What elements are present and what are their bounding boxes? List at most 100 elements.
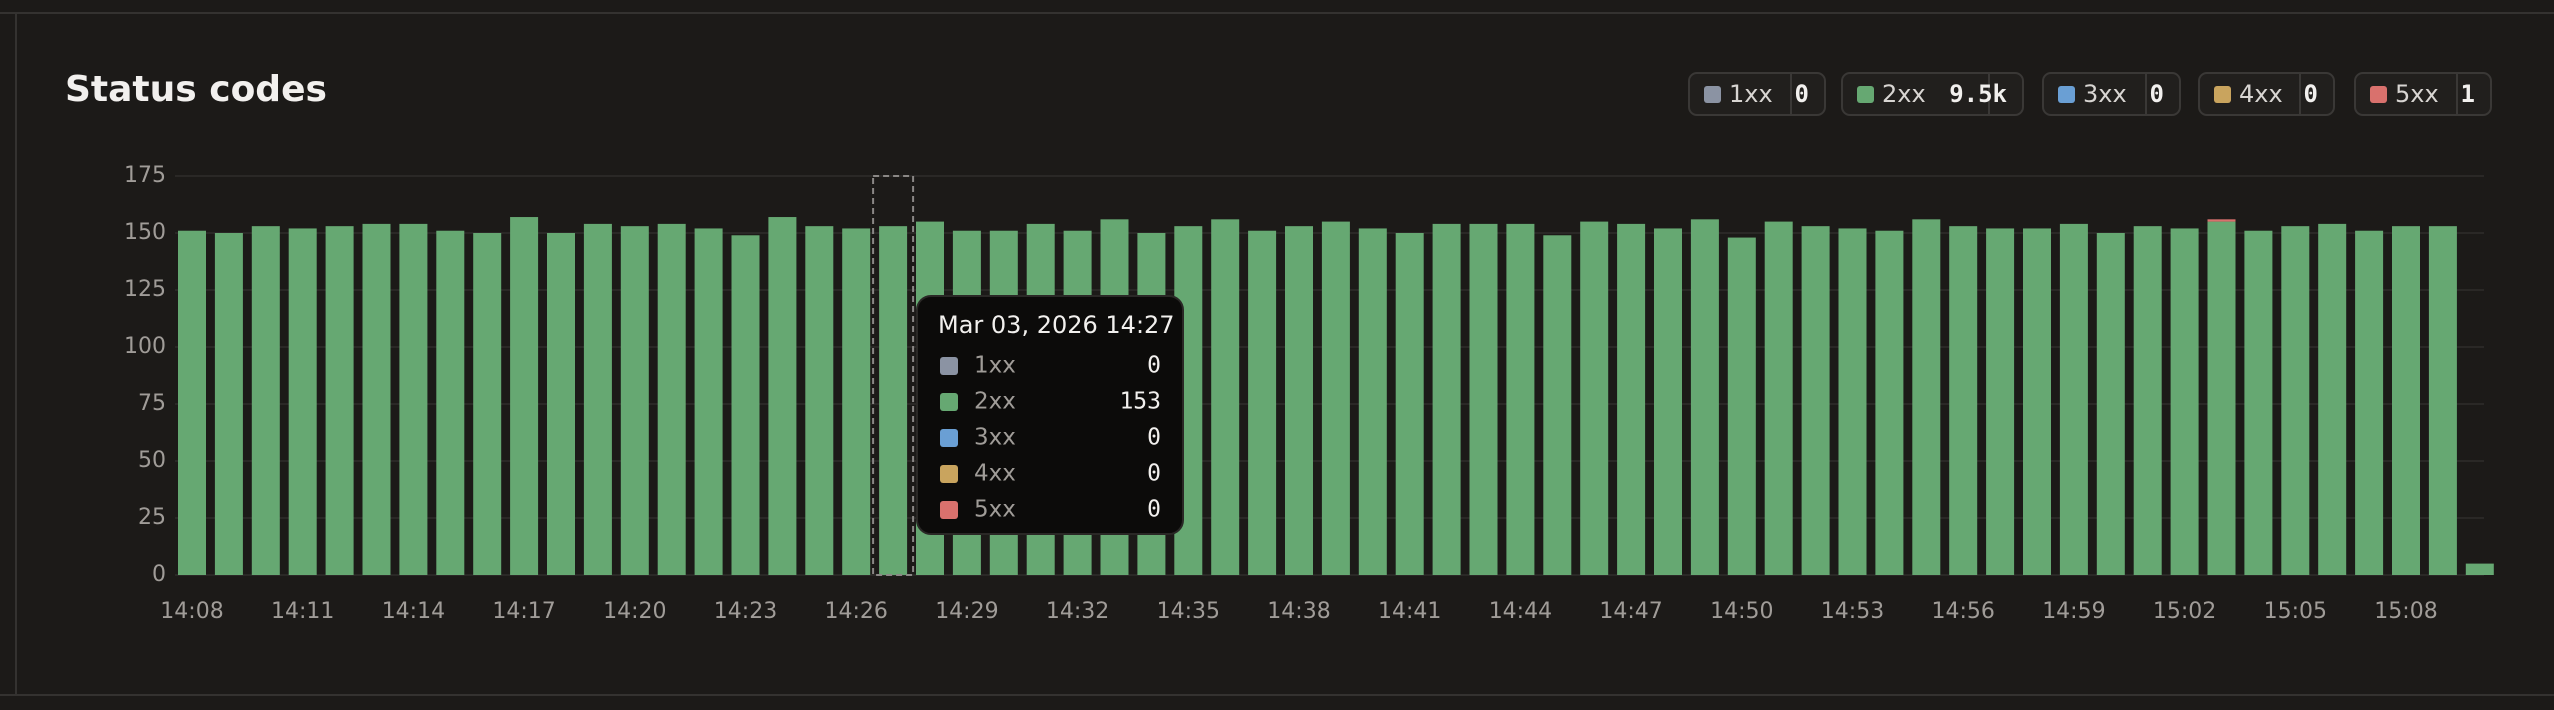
tooltip-value: 0 (1147, 425, 1161, 451)
bar-segment (768, 217, 797, 576)
bar-segment (2170, 228, 2199, 575)
tooltip-label: 3xx (974, 425, 1016, 451)
y-tick-label: 0 (152, 562, 166, 587)
x-tick-label: 14:08 (160, 599, 223, 624)
bar-segment (657, 223, 686, 575)
bar-segment (1432, 223, 1461, 575)
bar-segment (1912, 219, 1941, 575)
legend-total: 1 (2461, 80, 2475, 108)
tooltip-swatch (940, 429, 958, 447)
bar-segment (547, 233, 575, 575)
legend-swatch (2214, 86, 2231, 103)
bar-segment (1801, 226, 1830, 575)
bar-segment (1506, 223, 1535, 575)
tooltip-swatch (940, 465, 958, 483)
bar-segment (1321, 221, 1350, 575)
y-tick-label: 125 (124, 277, 166, 302)
bar-segment (288, 228, 317, 575)
bar-segment (2465, 563, 2494, 575)
y-tick-label: 50 (138, 448, 166, 473)
tooltip-value: 153 (1119, 389, 1161, 415)
tooltip (916, 295, 1184, 535)
y-tick-label: 100 (124, 334, 166, 359)
bar-segment (842, 228, 871, 575)
bar-segment (583, 223, 612, 575)
bar-segment (510, 217, 539, 576)
chart-title: Status codes (65, 69, 327, 110)
bar-segment (1211, 219, 1240, 575)
hover-highlight (872, 175, 915, 576)
legend-label: 5xx (2395, 80, 2439, 108)
tooltip-swatch (940, 501, 958, 519)
bar-segment (2133, 226, 2162, 575)
legend-swatch (1857, 86, 1874, 103)
legend-label: 4xx (2239, 80, 2283, 108)
bar-segment (1654, 228, 1682, 575)
y-tick-label: 175 (124, 163, 166, 188)
bar-segment (1986, 228, 2015, 575)
bar-segment (1248, 230, 1277, 575)
x-tick-label: 14:56 (1931, 599, 1994, 624)
bar-segment (805, 226, 834, 575)
x-tick-label: 14:29 (935, 599, 998, 624)
bar-segment (1395, 233, 1424, 575)
x-tick-label: 14:20 (603, 599, 666, 624)
tooltip-label: 5xx (974, 497, 1016, 523)
bar-segment (1727, 237, 1756, 575)
x-tick-label: 14:26 (824, 599, 887, 624)
bar-segment (2355, 230, 2384, 575)
legend-swatch (2058, 86, 2075, 103)
bar-segment (2392, 226, 2420, 575)
x-tick-label: 14:59 (2042, 599, 2105, 624)
bar-segment (1838, 228, 1867, 575)
bar-segment (2059, 223, 2088, 575)
x-tick-label: 14:14 (382, 599, 445, 624)
bar-segment (2318, 223, 2347, 575)
x-tick-label: 14:41 (1378, 599, 1441, 624)
legend-label: 2xx (1882, 80, 1926, 108)
bar-segment (1358, 228, 1387, 575)
bar-segment (251, 226, 280, 575)
bar-segment (1617, 223, 1646, 575)
x-tick-label: 15:05 (2264, 599, 2327, 624)
x-tick-label: 14:38 (1267, 599, 1330, 624)
legend-total: 0 (2304, 80, 2318, 108)
bar-segment (325, 226, 354, 575)
bar-segment (620, 226, 649, 575)
y-tick-label: 25 (138, 505, 166, 530)
tooltip-value: 0 (1147, 497, 1161, 523)
bar-segment (2428, 226, 2457, 575)
bar-segment (1285, 226, 1313, 575)
tooltip-label: 2xx (974, 389, 1016, 415)
bar-segment (879, 226, 908, 575)
bar-segment (1949, 226, 1978, 575)
tooltip-label: 4xx (974, 461, 1016, 487)
legend-swatch (2370, 86, 2387, 103)
legend-total: 0 (2150, 80, 2164, 108)
legend-total: 0 (1795, 80, 1809, 108)
bar-segment (1543, 235, 1572, 575)
legend-swatch (1704, 86, 1721, 103)
x-tick-label: 15:08 (2374, 599, 2437, 624)
bar-segment (1875, 230, 1904, 575)
bar-segment (2244, 230, 2273, 575)
bar-segment (214, 233, 243, 575)
x-tick-label: 14:23 (714, 599, 777, 624)
bar-segment (2207, 219, 2236, 222)
tooltip-value: 0 (1147, 353, 1161, 379)
tooltip-swatch (940, 357, 958, 375)
legend-chip (1841, 72, 2024, 116)
bar-segment (436, 230, 465, 575)
bar-segment (362, 223, 391, 575)
bar-segment (2281, 226, 2310, 575)
bar-segment (731, 235, 760, 575)
x-tick-label: 14:44 (1489, 599, 1552, 624)
x-tick-label: 15:02 (2153, 599, 2216, 624)
bar-segment (473, 233, 502, 575)
x-tick-label: 14:50 (1710, 599, 1773, 624)
bar-segment (399, 223, 428, 575)
y-tick-label: 150 (124, 220, 166, 245)
bar-segment (178, 230, 206, 575)
x-tick-label: 14:53 (1821, 599, 1884, 624)
